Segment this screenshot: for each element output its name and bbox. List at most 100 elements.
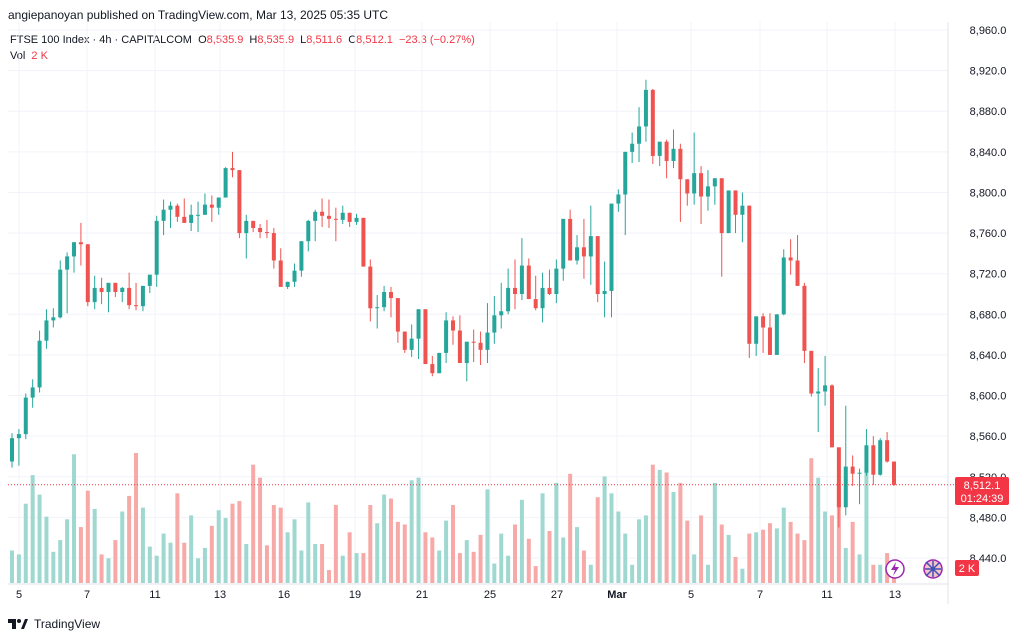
volume-bar [526,538,531,583]
candle-body [451,320,455,331]
candle-body [699,173,704,197]
candle-body [761,316,766,328]
candle-body [616,194,621,204]
candle-body [237,170,242,234]
y-tick-label: 8,640.0 [970,350,1007,362]
volume-bar [581,550,586,583]
candle-body [513,287,518,294]
candle-body [85,244,90,303]
candle-body [388,291,393,299]
price-tag-bg [955,477,1009,505]
candle-body [333,218,338,220]
volume-bar [781,507,786,583]
volume-bar [533,566,538,583]
x-tick-label: 27 [551,589,563,601]
volume-bar [492,563,497,583]
volume-bar [368,505,373,583]
candle-body [554,268,559,294]
publisher-credit: angiepanoyan published on TradingView.co… [8,8,389,22]
candle-body [347,212,352,222]
candle-body [120,287,125,292]
volume-bar [671,492,676,583]
candle-body [857,472,862,474]
volume-bar [258,477,263,583]
candle-body [561,218,566,269]
candle-body [326,215,331,219]
candle-body [106,282,111,292]
high-label: H [249,34,258,46]
close-label: C [348,34,357,46]
volume-bar [264,545,269,583]
volume-bar [712,482,717,583]
x-tick-label: 11 [821,589,832,601]
change-value: −23.3 (−0.27%) [398,34,475,46]
candle-body [836,447,841,508]
candle-body [278,260,283,287]
volume-bar [168,542,173,583]
x-tick-label: 7 [757,589,763,601]
volume-label[interactable]: Vol [10,50,26,62]
volume-bar [340,555,345,583]
candle-body [747,205,752,344]
volume-bar [767,523,772,583]
volume-bar [313,544,318,583]
candle-body [464,341,469,364]
volume-bar [747,533,752,583]
volume-bar [78,527,83,583]
candle-body [630,143,635,152]
volume-bar [650,464,655,583]
volume-bar [161,533,166,583]
candle-body [471,341,476,343]
volume-bar [568,473,573,583]
volume-bar [285,532,290,583]
volume-bar [106,558,111,583]
candle-body [664,141,669,161]
price-tag-countdown: 01:24:39 [961,493,1004,505]
volume-bar [485,489,490,583]
candle-body [416,309,421,339]
volume-bar [457,553,462,583]
candle-body [313,211,318,221]
candle-body [113,282,118,292]
uk-flag-icon[interactable] [923,559,943,579]
volume-bar [92,508,97,583]
x-tick-label: 16 [278,589,290,601]
x-tick-label: 19 [349,589,361,601]
candle-body [774,314,779,355]
volume-bar [513,524,518,583]
candle-body [437,352,442,374]
y-tick-label: 8,840.0 [970,147,1007,159]
lightning-icon[interactable] [885,559,905,579]
time-axis[interactable]: 5 7 11 13 16 19 21 25 27 Mar 5 7 11 13 [16,589,901,601]
candle-body [519,265,524,294]
symbol-title[interactable]: FTSE 100 Index · 4h · CAPITALCOM [10,34,192,46]
volume-bars [10,453,896,583]
x-tick-label: 13 [214,589,226,601]
candle-body [499,311,504,316]
volume-bar [609,493,614,583]
volume-bar [864,469,869,583]
volume-bar [754,532,759,583]
candle-body [657,141,662,156]
volume-bar [333,505,338,583]
footer-brand-text: TradingView [34,617,101,631]
candle-body [382,291,387,308]
volume-bar [678,482,683,583]
candle-body [754,316,759,344]
volume-bar [478,534,483,583]
candle-body [609,203,614,291]
candle-body [10,438,14,462]
volume-bar [444,520,449,583]
candle-body [127,287,132,306]
candle-body [354,217,359,222]
volume-bar [643,515,648,583]
open-label: O [198,34,207,46]
footer-brand: TradingView [8,617,100,631]
volume-bar [134,453,139,583]
volume-bar [216,510,221,583]
candle-body [23,397,28,435]
volume-bar [230,503,235,583]
candle-body [154,220,159,275]
volume-bar [850,521,855,583]
